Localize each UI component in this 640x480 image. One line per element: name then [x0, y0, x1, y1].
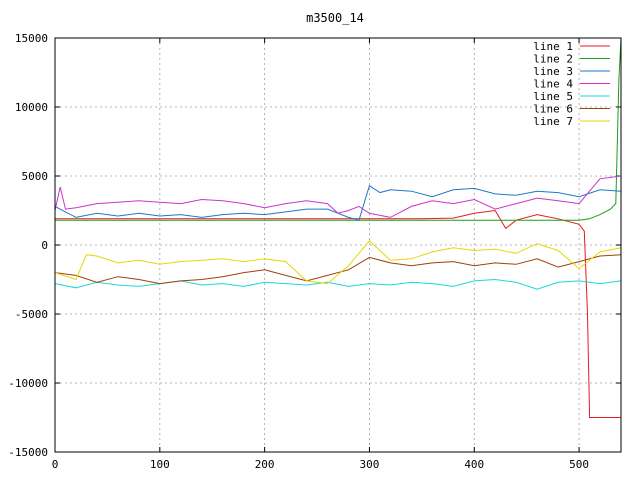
y-tick-label: 15000: [15, 32, 48, 45]
series-line-2: [55, 37, 622, 221]
y-tick-label: 0: [41, 239, 48, 252]
series-line-5: [54, 278, 622, 290]
grid: [55, 38, 621, 452]
legend-label: line 5: [533, 90, 573, 103]
legend-label: line 3: [533, 65, 573, 78]
legend-label: line 4: [533, 78, 573, 91]
plot-frame: [54, 37, 622, 453]
y-tick-label: -5000: [15, 308, 48, 321]
y-tick-label: 10000: [15, 101, 48, 114]
y-tick-label: -10000: [8, 377, 48, 390]
axes: 0 100 200 300 400 500 -15000 -10000 -5000 0 5000 10…: [8, 32, 621, 471]
x-tick-label: 400: [464, 458, 484, 471]
y-tick-label: -15000: [8, 446, 48, 459]
series-line-3: [54, 184, 622, 221]
series-layer: [54, 37, 622, 418]
x-tick-label: 300: [360, 458, 380, 471]
y-tick-label: 5000: [22, 170, 49, 183]
series-line-7: [54, 240, 622, 285]
x-tick-label: 500: [569, 458, 589, 471]
legend-label: line 1: [533, 40, 573, 53]
x-tick-label: 0: [52, 458, 59, 471]
x-tick-label: 100: [150, 458, 170, 471]
legend-label: line 2: [533, 53, 573, 66]
legend-label: line 6: [533, 103, 573, 116]
series-line-6: [54, 254, 622, 285]
chart-title: m3500_14: [306, 11, 364, 25]
series-line-4: [54, 175, 622, 218]
legend-label: line 7: [533, 115, 573, 128]
x-tick-label: 200: [255, 458, 275, 471]
